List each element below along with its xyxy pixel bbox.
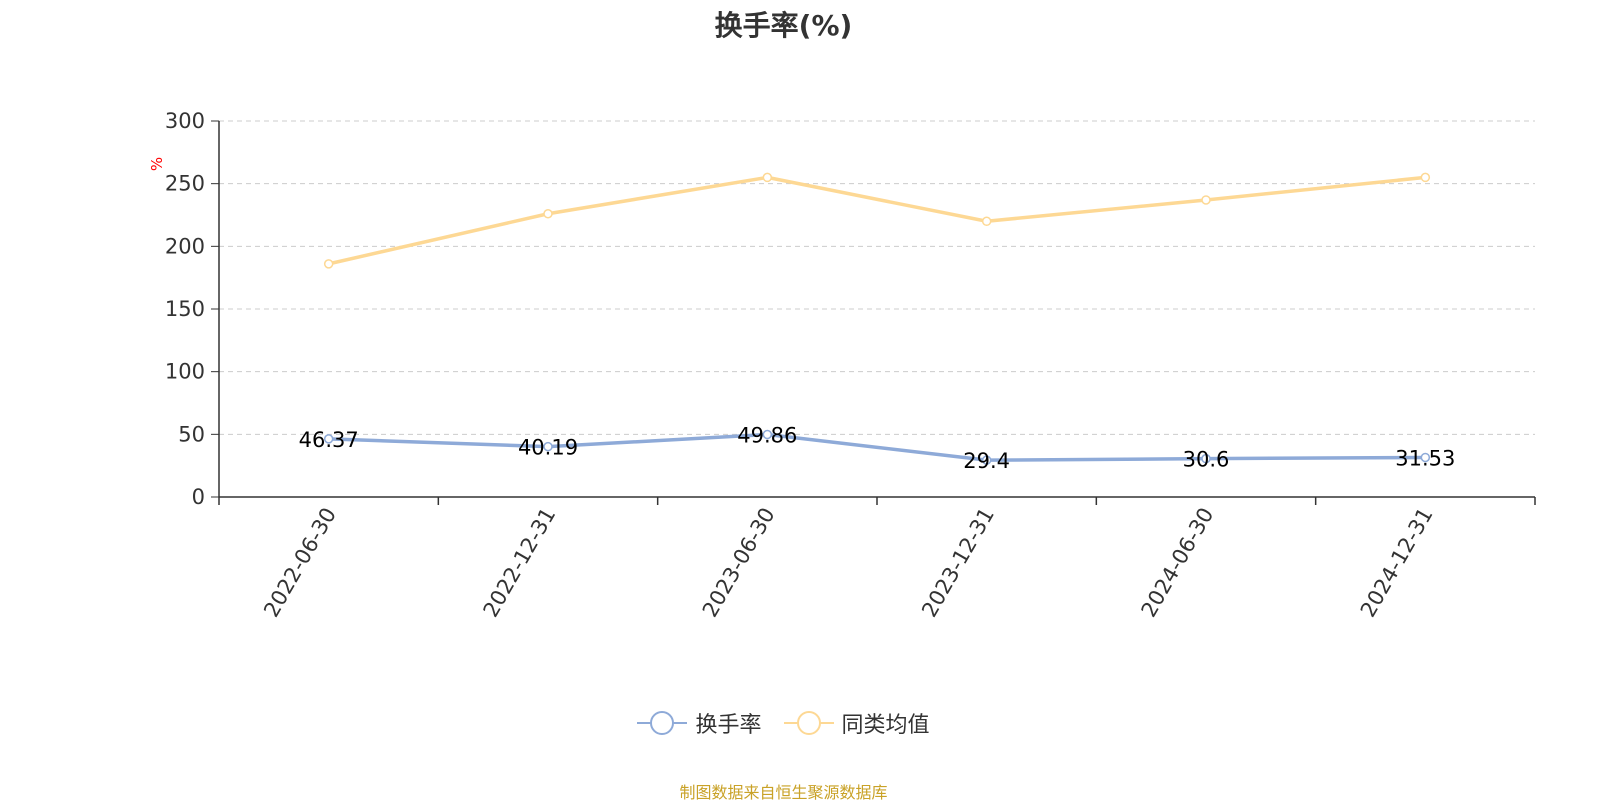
data-point bbox=[1420, 172, 1431, 183]
y-tick-label: 250 bbox=[165, 172, 205, 196]
data-label: 30.6 bbox=[1183, 448, 1230, 472]
y-tick-label: 300 bbox=[165, 109, 205, 133]
chart-title: 换手率(%) bbox=[714, 9, 853, 42]
data-point bbox=[323, 434, 334, 444]
grid-lines bbox=[219, 120, 1535, 435]
y-tick-label: 150 bbox=[165, 297, 205, 321]
legend-item-peer-average[interactable]: 同类均值 bbox=[783, 707, 930, 739]
data-point bbox=[543, 208, 553, 219]
legend-item-turnover[interactable]: 换手率 bbox=[637, 707, 762, 739]
x-tick-label: 2023-06-30 bbox=[698, 504, 780, 622]
data-label: 31.53 bbox=[1395, 446, 1455, 470]
data-labels: 46.37 40.19 49.86 29.4 30.6 31.53 bbox=[299, 424, 1456, 474]
data-point bbox=[762, 172, 773, 183]
data-source-note: 制图数据来自恒生聚源数据库 bbox=[679, 783, 888, 802]
legend-label-peer-average: 同类均值 bbox=[841, 713, 930, 738]
series-line-1 bbox=[328, 175, 1426, 266]
data-point bbox=[1201, 453, 1211, 464]
series-lines bbox=[323, 172, 1431, 465]
data-point bbox=[1420, 452, 1431, 463]
data-label: 29.4 bbox=[963, 449, 1010, 473]
x-tick-label: 2022-12-31 bbox=[479, 504, 561, 622]
series-line-0 bbox=[328, 432, 1426, 462]
x-tick-label: 2024-06-30 bbox=[1137, 504, 1219, 622]
y-tick-label: 100 bbox=[165, 360, 205, 384]
data-point bbox=[981, 455, 992, 465]
data-point bbox=[543, 441, 553, 452]
data-point bbox=[323, 259, 334, 269]
y-tick-label: 200 bbox=[165, 234, 205, 258]
legend: 换手率 同类均值 bbox=[0, 707, 1567, 739]
legend-label-turnover: 换手率 bbox=[695, 713, 762, 738]
y-tick-label: 50 bbox=[178, 422, 205, 446]
y-axis-label: % bbox=[148, 157, 166, 171]
x-tick-label: 2024-12-31 bbox=[1356, 504, 1438, 622]
legend-marker-turnover bbox=[637, 711, 688, 735]
legend-marker-peer-average bbox=[783, 711, 834, 735]
y-tick-label: 0 bbox=[192, 485, 205, 509]
data-label: 49.86 bbox=[737, 424, 797, 448]
data-point bbox=[762, 429, 773, 440]
data-point bbox=[1201, 195, 1211, 205]
data-point bbox=[981, 216, 992, 227]
x-tick-label: 2023-12-31 bbox=[917, 504, 999, 622]
data-label: 46.37 bbox=[299, 428, 359, 452]
x-tick-label: 2022-06-30 bbox=[259, 504, 341, 622]
data-label: 40.19 bbox=[518, 436, 578, 460]
